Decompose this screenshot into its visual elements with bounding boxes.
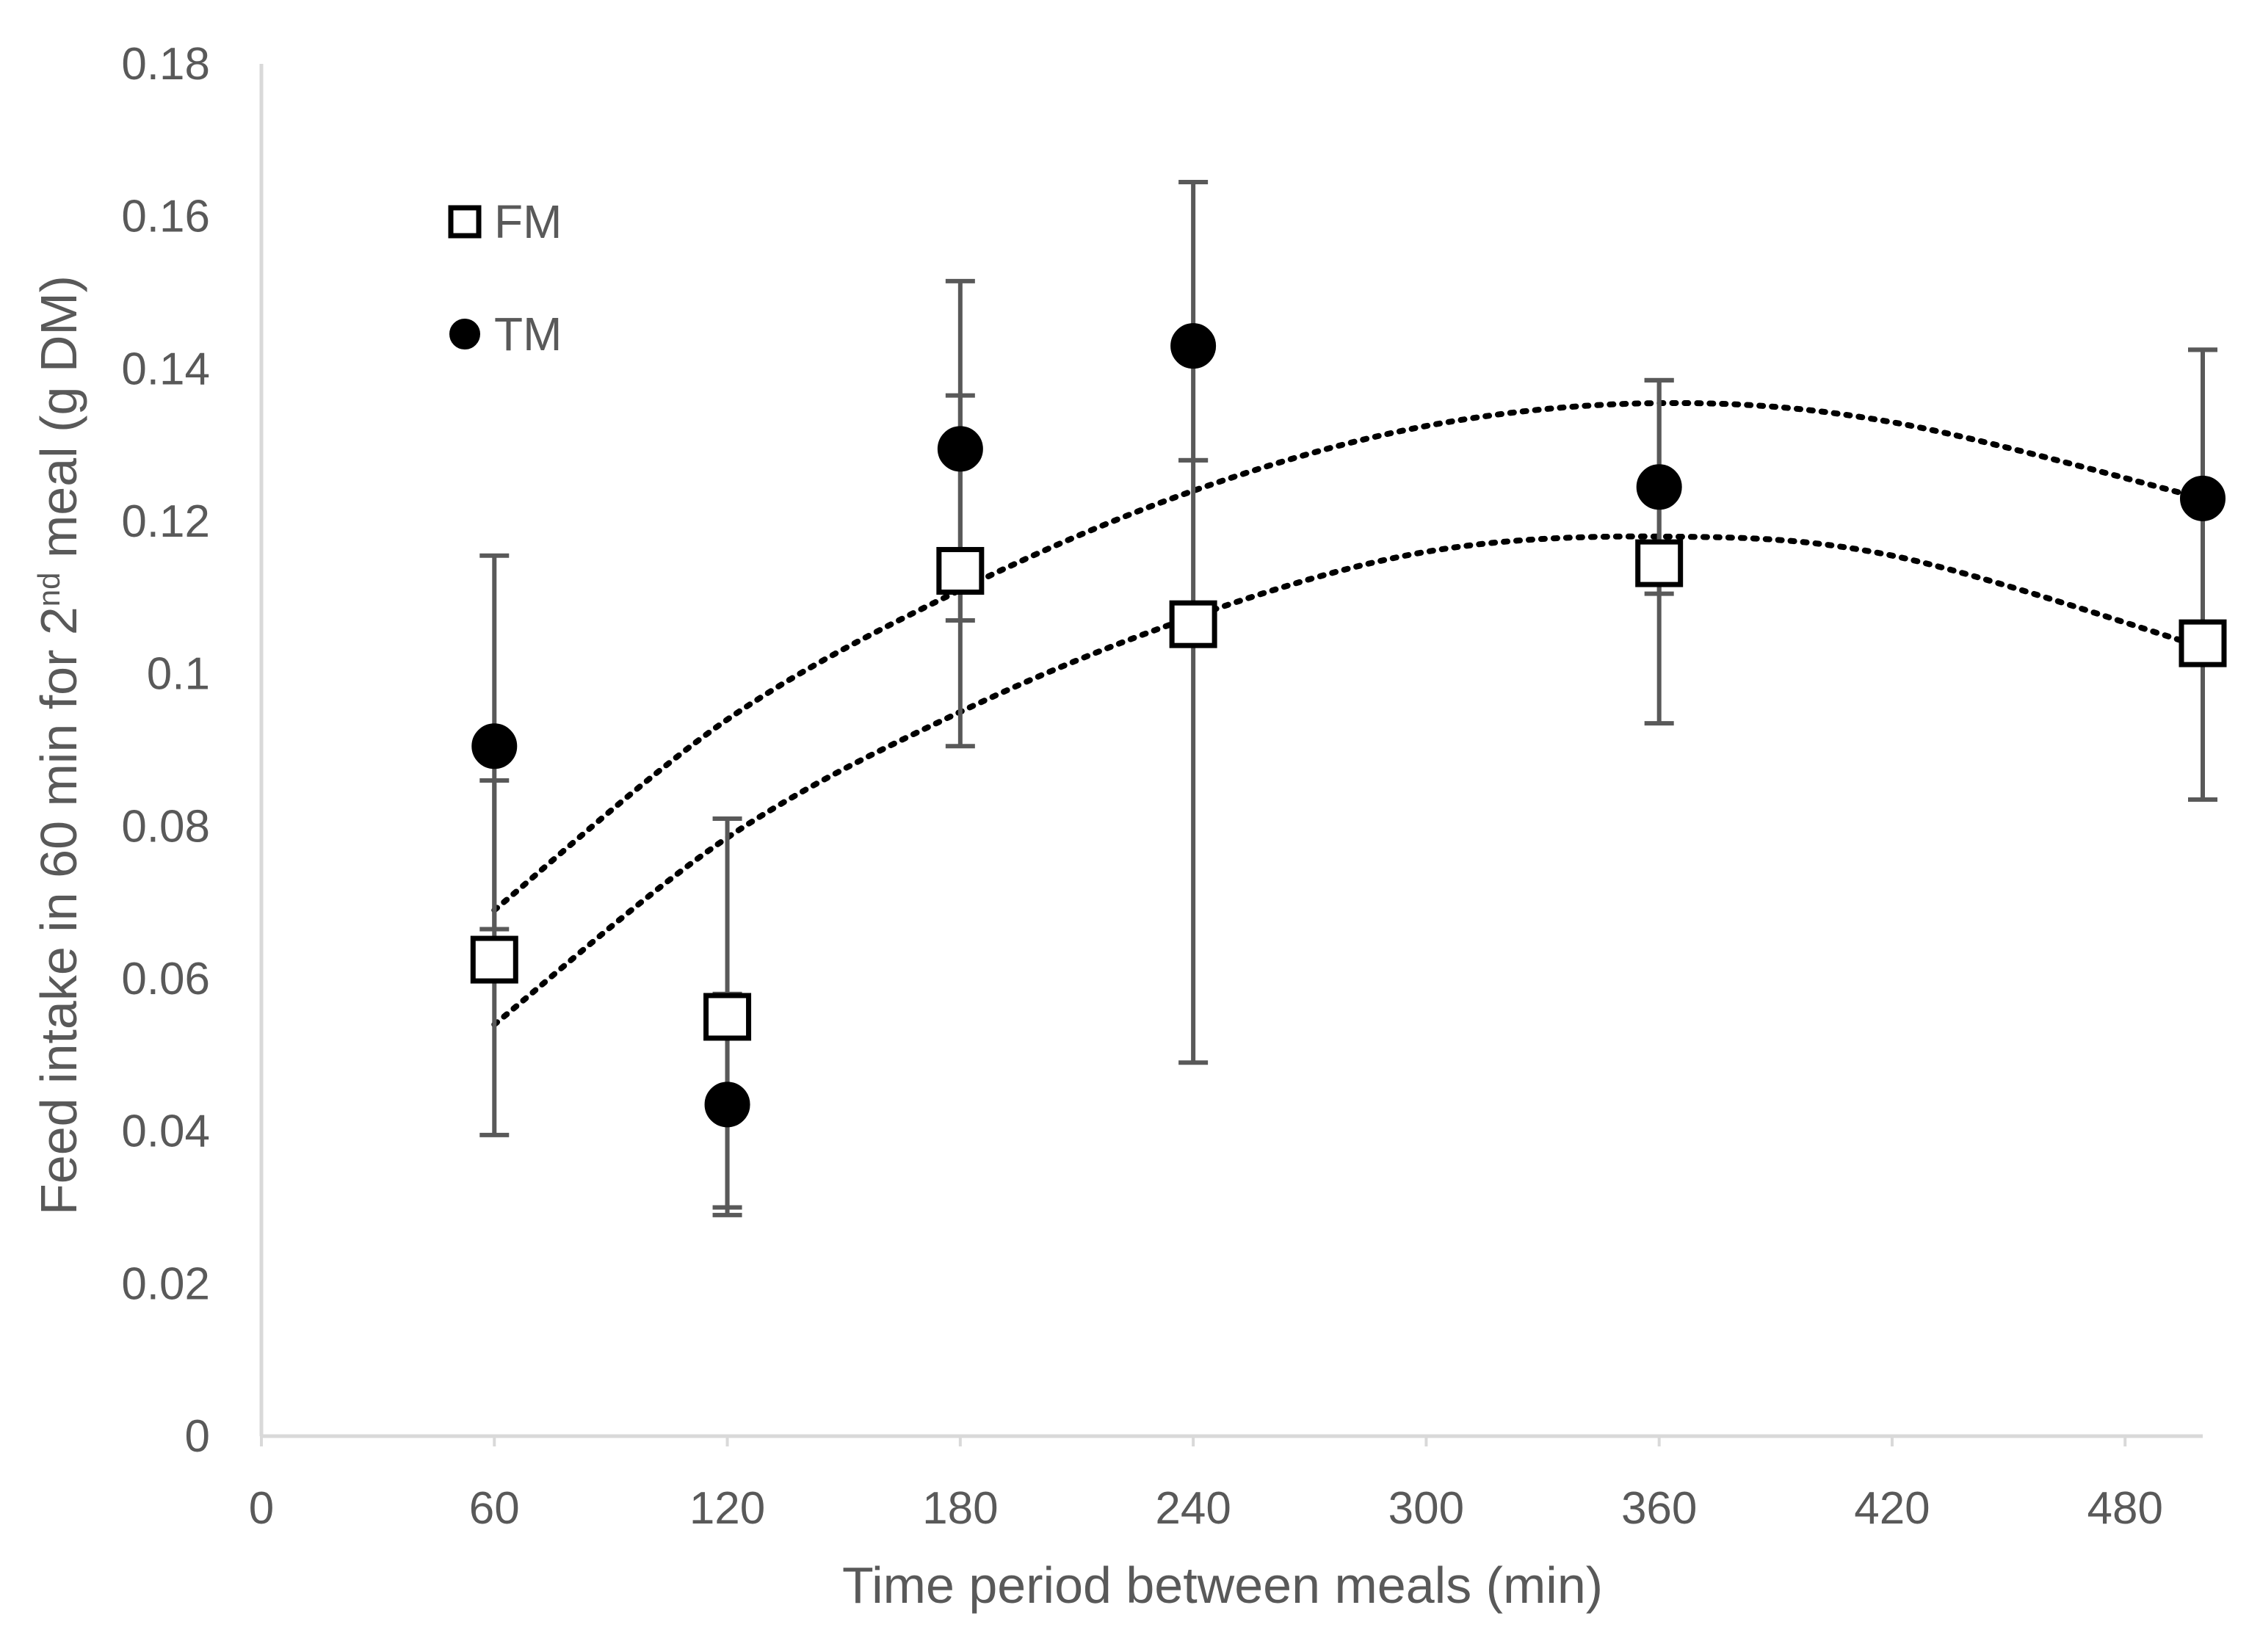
point-fm <box>1169 600 1217 648</box>
y-tick-label: 0.1 <box>147 649 210 700</box>
error-bar-tm <box>1178 179 1209 463</box>
legend: FM TM <box>448 195 562 361</box>
y-tick-label: 0.16 <box>121 192 210 242</box>
axes: 0 60 120 180 240 300 360 420 480 0 0.02 0.04 0.06 0.0… <box>121 39 2203 1534</box>
x-tick-label: 420 <box>1854 1483 1930 1534</box>
data-markers <box>470 323 2227 1128</box>
point-tm <box>937 426 983 472</box>
point-tm <box>1170 323 1217 369</box>
error-bars <box>479 179 2217 1217</box>
point-fm <box>470 935 518 984</box>
y-tick-label: 0.18 <box>121 39 210 90</box>
legend-label: TM <box>494 308 562 361</box>
point-fm <box>2179 619 2227 667</box>
trendlines <box>491 399 2206 1028</box>
x-tick-label: 180 <box>922 1483 998 1534</box>
trendline-tm <box>491 399 2206 913</box>
legend-item-tm: TM <box>449 308 562 361</box>
y-tick-label: 0.08 <box>121 801 210 852</box>
point-tm <box>2180 475 2226 521</box>
legend-marker <box>449 319 480 349</box>
x-tick-label: 240 <box>1155 1483 1231 1534</box>
x-axis-title: Time period between meals (min) <box>842 1557 1603 1614</box>
y-tick-label: 0 <box>185 1411 210 1462</box>
x-tick-label: 360 <box>1621 1483 1697 1534</box>
point-fm <box>1635 539 1684 587</box>
y-tick-label: 0.04 <box>121 1106 210 1157</box>
error-bar-fm <box>1178 457 1209 1065</box>
y-tick-label: 0.14 <box>121 344 210 394</box>
x-tick-label: 300 <box>1388 1483 1464 1534</box>
point-fm <box>703 993 752 1041</box>
y-axis-title-superscript: nd <box>32 572 66 606</box>
y-axis-title-part2: meal (g DM) <box>30 275 87 572</box>
y-axis-title: Feed intake in 60 min for 2nd meal (g DM… <box>30 275 87 1215</box>
point-tm <box>471 723 518 769</box>
y-tick-label: 0.06 <box>121 954 210 1004</box>
x-tick-label: 480 <box>2087 1483 2163 1534</box>
x-tick-label: 120 <box>689 1483 765 1534</box>
y-tick-label: 0.02 <box>121 1258 210 1309</box>
y-axis-title-part1: Feed intake in 60 min for 2 <box>30 606 87 1215</box>
point-tm <box>1636 464 1682 510</box>
x-tick-label: 60 <box>469 1483 520 1534</box>
point-tm <box>704 1082 750 1128</box>
x-tick-label: 0 <box>249 1483 274 1534</box>
legend-item-fm: FM <box>448 195 562 248</box>
legend-label: FM <box>494 195 562 248</box>
point-fm <box>936 546 985 595</box>
y-tick-label: 0.12 <box>121 496 210 547</box>
trendline-fm <box>491 533 2206 1028</box>
legend-marker <box>448 205 482 239</box>
